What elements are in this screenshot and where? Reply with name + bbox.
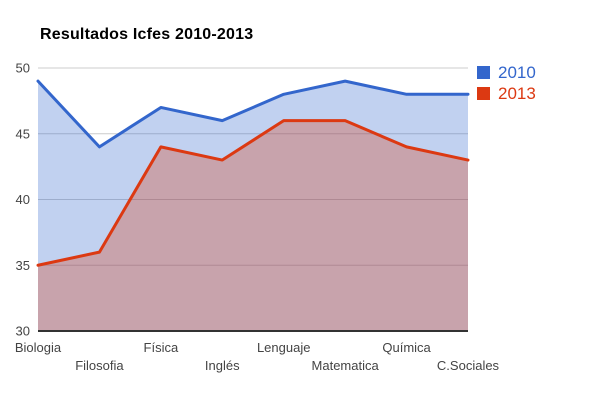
legend-swatch-2010-icon [477, 66, 490, 79]
x-category-label: Biologia [15, 340, 62, 355]
legend-label-2013: 2013 [498, 84, 536, 103]
legend-item-2010[interactable]: 2010 [477, 62, 536, 83]
x-category-label: Química [382, 340, 431, 355]
y-tick-label: 30 [16, 324, 30, 339]
y-tick-label: 45 [16, 126, 30, 141]
legend-item-2013[interactable]: 2013 [477, 83, 536, 104]
y-tick-label: 50 [16, 61, 30, 76]
y-tick-label: 40 [16, 192, 30, 207]
chart-title: Resultados Icfes 2010-2013 [40, 26, 254, 43]
x-category-label: Lenguaje [257, 340, 311, 355]
y-tick-label: 35 [16, 258, 30, 273]
x-category-label: Inglés [205, 358, 240, 373]
x-category-label: C.Sociales [437, 358, 500, 373]
line-2010 [36, 79, 470, 149]
area-2010 [38, 81, 468, 332]
x-category-label: Matematica [312, 358, 380, 373]
x-category-label: Filosofia [75, 358, 124, 373]
legend: 2010 2013 [477, 62, 536, 104]
line-2013 [36, 119, 470, 267]
legend-swatch-2013-icon [477, 87, 490, 100]
x-category-label: Física [144, 340, 179, 355]
legend-label-2010: 2010 [498, 63, 536, 82]
